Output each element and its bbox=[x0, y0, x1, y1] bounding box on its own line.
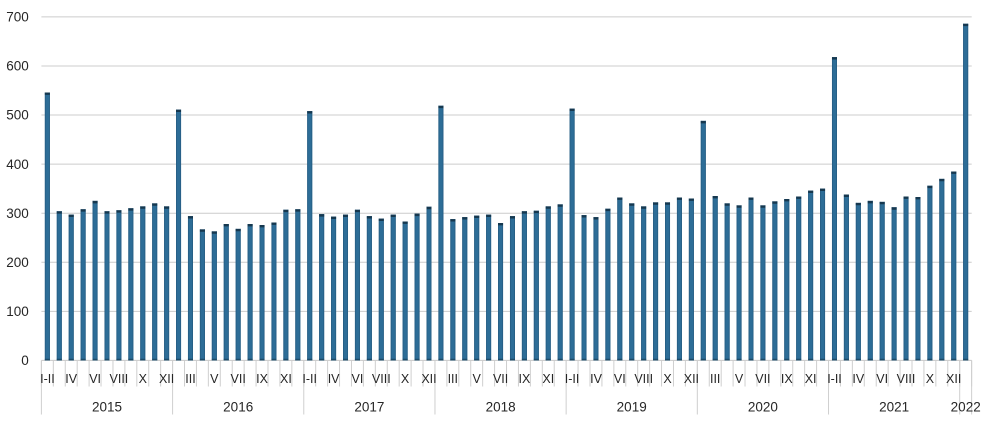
svg-text:VIII: VIII bbox=[634, 372, 653, 386]
svg-text:X: X bbox=[926, 372, 935, 386]
svg-text:IV: IV bbox=[590, 372, 602, 386]
svg-text:XII: XII bbox=[684, 372, 699, 386]
svg-text:VI: VI bbox=[614, 372, 626, 386]
svg-text:III: III bbox=[185, 372, 195, 386]
svg-text:XII: XII bbox=[421, 372, 436, 386]
svg-text:I-II: I-II bbox=[827, 372, 842, 386]
svg-text:VII: VII bbox=[231, 372, 246, 386]
svg-text:300: 300 bbox=[6, 206, 29, 221]
svg-text:X: X bbox=[663, 372, 672, 386]
svg-text:200: 200 bbox=[6, 255, 29, 270]
svg-text:700: 700 bbox=[6, 10, 29, 25]
svg-text:VIII: VIII bbox=[110, 372, 129, 386]
svg-text:0: 0 bbox=[21, 353, 29, 368]
svg-text:2018: 2018 bbox=[486, 399, 516, 414]
svg-text:VII: VII bbox=[755, 372, 770, 386]
svg-text:V: V bbox=[735, 372, 744, 386]
svg-text:VI: VI bbox=[351, 372, 363, 386]
svg-text:V: V bbox=[210, 372, 219, 386]
svg-text:III: III bbox=[448, 372, 458, 386]
svg-text:XII: XII bbox=[159, 372, 174, 386]
svg-text:III: III bbox=[710, 372, 720, 386]
svg-text:X: X bbox=[139, 372, 148, 386]
svg-text:XI: XI bbox=[805, 372, 817, 386]
svg-text:2020: 2020 bbox=[748, 399, 778, 414]
svg-text:2021: 2021 bbox=[879, 399, 909, 414]
svg-text:500: 500 bbox=[6, 108, 29, 123]
svg-text:I-II: I-II bbox=[302, 372, 317, 386]
svg-text:2022: 2022 bbox=[951, 399, 981, 414]
svg-text:VIII: VIII bbox=[897, 372, 916, 386]
svg-text:VII: VII bbox=[493, 372, 508, 386]
svg-text:VI: VI bbox=[876, 372, 888, 386]
svg-text:V: V bbox=[473, 372, 482, 386]
svg-text:2019: 2019 bbox=[617, 399, 647, 414]
svg-text:IX: IX bbox=[781, 372, 793, 386]
svg-text:XI: XI bbox=[542, 372, 554, 386]
svg-text:IV: IV bbox=[65, 372, 77, 386]
svg-text:VI: VI bbox=[89, 372, 101, 386]
svg-text:IV: IV bbox=[852, 372, 864, 386]
svg-text:I-II: I-II bbox=[40, 372, 55, 386]
svg-text:2017: 2017 bbox=[354, 399, 384, 414]
svg-text:400: 400 bbox=[6, 157, 29, 172]
svg-text:VIII: VIII bbox=[372, 372, 391, 386]
svg-text:XII: XII bbox=[946, 372, 961, 386]
svg-text:IX: IX bbox=[256, 372, 268, 386]
svg-text:I-II: I-II bbox=[565, 372, 580, 386]
svg-text:IV: IV bbox=[328, 372, 340, 386]
svg-text:100: 100 bbox=[6, 304, 29, 319]
svg-text:2016: 2016 bbox=[223, 399, 253, 414]
svg-text:600: 600 bbox=[6, 59, 29, 74]
svg-text:XI: XI bbox=[280, 372, 292, 386]
svg-text:X: X bbox=[401, 372, 410, 386]
svg-text:2015: 2015 bbox=[92, 399, 122, 414]
svg-text:IX: IX bbox=[518, 372, 530, 386]
